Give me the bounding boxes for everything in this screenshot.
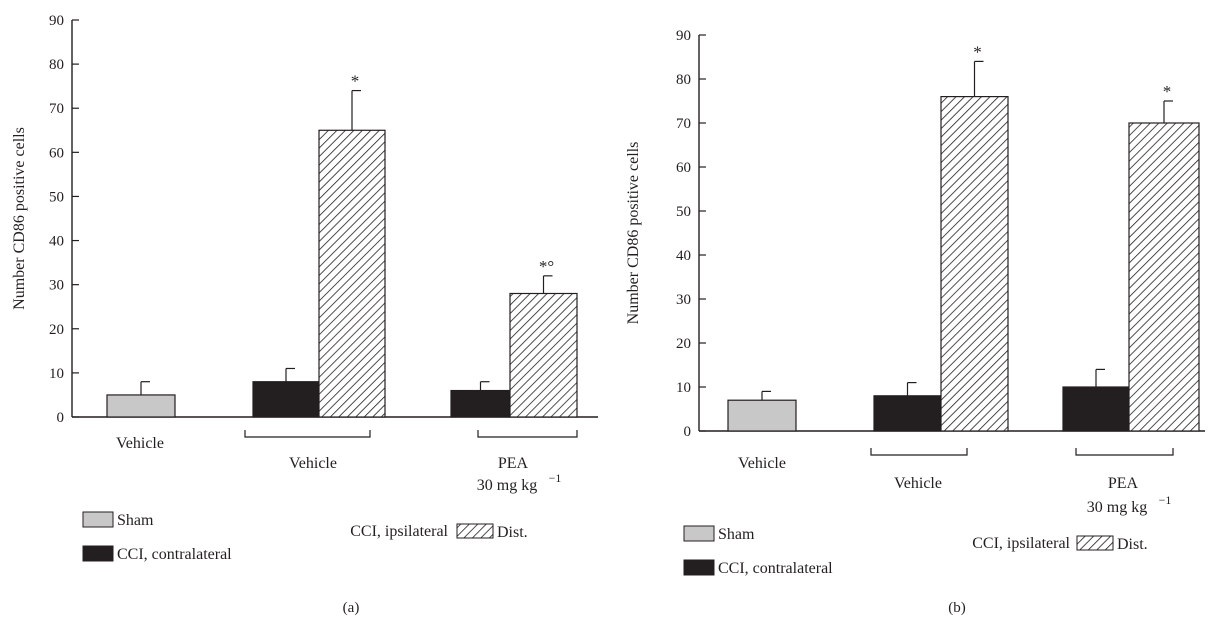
group-label: PEA	[498, 455, 529, 472]
y-tick-label: 60	[676, 160, 691, 176]
legend-swatch-ipsilateral	[456, 523, 494, 539]
legend-swatch-sham	[82, 511, 114, 528]
legend-label-sham: Sham	[117, 512, 154, 529]
legend-swatch-ipsilateral	[1076, 535, 1114, 551]
y-tick-label: 90	[676, 28, 691, 44]
group-label: Vehicle	[738, 455, 786, 472]
group-label: Vehicle	[289, 455, 337, 472]
y-tick-label: 20	[49, 322, 64, 338]
legend-label-ipsilateral: CCI, ipsilateral	[350, 523, 448, 540]
y-tick-label: 70	[49, 101, 64, 117]
group-bracket	[870, 448, 968, 456]
legend-swatch-contralateral	[683, 559, 715, 576]
y-tick-label: 20	[676, 336, 691, 352]
significance-marker: *	[351, 72, 360, 91]
group-sublabel: 30 mg kg	[477, 477, 537, 494]
panel-label: (a)	[343, 600, 360, 616]
bar-ipsilateral	[318, 129, 386, 418]
y-tick-label: 70	[676, 116, 691, 132]
y-tick-label: 80	[676, 72, 691, 88]
y-tick-label: 80	[49, 57, 64, 73]
chart-panel-a: 0 10 20 30 40 50 60 70 80 90 Number CD86 positive …	[11, 13, 598, 616]
bar-contralateral	[252, 381, 320, 418]
significance-marker: *	[973, 42, 982, 61]
bar-sham	[106, 394, 176, 418]
group-sublabel: 30 mg kg	[1087, 499, 1147, 516]
y-tick-label: 30	[676, 292, 691, 308]
legend-label-contralateral: CCI, contralateral	[718, 560, 833, 577]
panel-label: (b)	[948, 600, 966, 616]
y-tick-label: 40	[49, 234, 64, 250]
y-tick-label: 90	[49, 13, 64, 29]
y-tick-label: 50	[49, 189, 64, 205]
legend-label-contralateral: CCI, contralateral	[117, 546, 232, 563]
group-label: Vehicle	[894, 475, 942, 492]
significance-marker: *°	[539, 257, 554, 276]
bar-contralateral	[450, 389, 511, 418]
y-tick-label: 50	[676, 204, 691, 220]
y-tick-label: 10	[49, 366, 64, 382]
group-bracket	[244, 430, 371, 438]
y-tick-label: 40	[676, 248, 691, 264]
y-tick-label: 0	[684, 424, 692, 440]
group-label: Vehicle	[116, 435, 164, 452]
y-tick-label: 30	[49, 278, 64, 294]
group-sublabel-superscript: −1	[1159, 493, 1172, 507]
y-axis-label: Number CD86 positive cells	[11, 127, 28, 310]
legend-swatch-sham	[683, 525, 715, 542]
significance-marker: *	[1163, 82, 1172, 101]
group-bracket	[477, 430, 578, 438]
bar-contralateral	[873, 395, 942, 432]
bar-ipsilateral	[940, 95, 1009, 432]
legend-swatch-contralateral	[82, 545, 114, 562]
bar-sham	[727, 399, 797, 432]
y-tick-label: 10	[676, 380, 691, 396]
y-axis-label: Number CD86 positive cells	[625, 142, 642, 325]
legend-label-dist: Dist.	[1117, 536, 1148, 553]
chart-panel-b: 0 10 20 30 40 50 60 70 80 90 Number CD86 positive …	[625, 28, 1205, 616]
y-tick-label: 60	[49, 145, 64, 161]
group-sublabel-superscript: −1	[549, 471, 562, 485]
bar-ipsilateral	[1128, 122, 1200, 432]
y-tick-label: 0	[57, 410, 65, 426]
group-label: PEA	[1108, 475, 1139, 492]
group-bracket	[1075, 448, 1174, 456]
bar-ipsilateral	[509, 292, 578, 418]
legend-label-sham: Sham	[718, 526, 755, 543]
legend-label-ipsilateral: CCI, ipsilateral	[972, 535, 1070, 552]
bar-contralateral	[1062, 386, 1130, 432]
legend-label-dist: Dist.	[497, 524, 528, 541]
